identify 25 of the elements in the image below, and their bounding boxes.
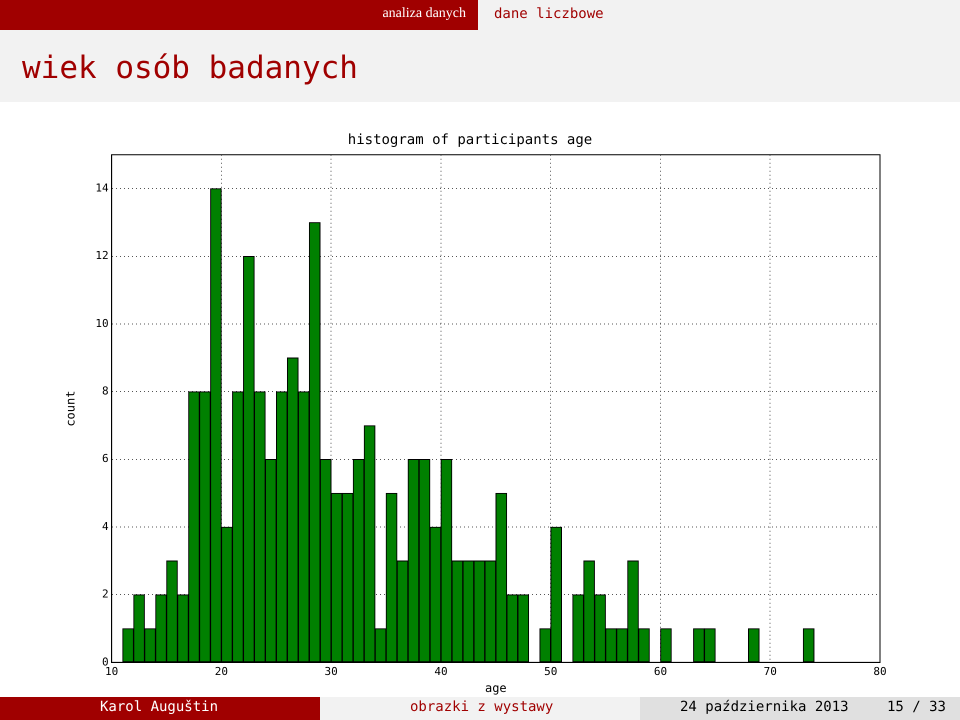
y-tick-label: 6 xyxy=(102,452,109,466)
text: analiza danych xyxy=(382,6,466,22)
x-tick-label: 50 xyxy=(544,664,558,678)
y-tick-label: 12 xyxy=(95,249,109,262)
chart-title: histogram of participants age xyxy=(348,132,592,148)
y-tick-label: 2 xyxy=(102,588,109,601)
x-tick-label: 20 xyxy=(214,664,228,678)
text: 24 października 2013 xyxy=(680,699,849,715)
x-axis-title: age xyxy=(484,680,507,695)
y-tick-label: 10 xyxy=(95,316,109,330)
x-tick-label: 30 xyxy=(324,664,338,678)
y-axis-title: count xyxy=(63,390,78,427)
y-tick-label: 14 xyxy=(95,182,110,194)
text: obrazki z wystawy xyxy=(410,699,554,715)
text: dane liczbowe xyxy=(494,6,604,22)
text: Karol Auguštin xyxy=(100,699,218,715)
y-tick-label: 0 xyxy=(102,655,109,668)
x-tick-label: 80 xyxy=(873,664,887,678)
text: wiek osób badanych xyxy=(22,50,358,86)
x-tick-label: 40 xyxy=(434,664,448,678)
y-tick-label: 8 xyxy=(102,384,109,398)
x-tick-label: 70 xyxy=(764,664,777,678)
x-tick-label: 60 xyxy=(654,664,668,678)
text: 15 / 33 xyxy=(886,699,946,715)
y-tick-label: 4 xyxy=(102,520,110,533)
